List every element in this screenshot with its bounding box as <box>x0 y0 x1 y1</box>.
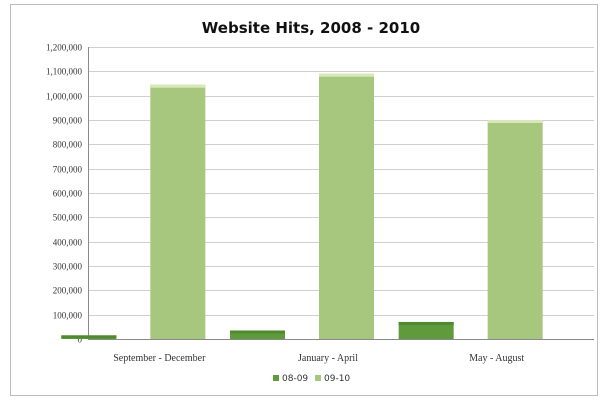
y-tick-label: 1,100,000 <box>46 67 83 77</box>
legend-label: 09-10 <box>324 374 350 384</box>
y-axis-ticks: 0 100,000 200,000 300,000 400,000 500,000 600,… <box>46 43 83 345</box>
y-tick-label: 400,000 <box>53 238 83 248</box>
chart-frame: Website Hits, 2008 - 2010 0 100,000 200,00… <box>10 4 598 396</box>
y-tick-label: 500,000 <box>53 213 83 223</box>
bar-08-09-2 <box>230 330 285 339</box>
bar-09-10-1 <box>150 84 206 339</box>
y-tick-label: 800,000 <box>53 140 83 150</box>
y-tick-label: 1,000,000 <box>46 92 83 102</box>
bar-cap <box>319 73 374 77</box>
legend-label: 08-09 <box>282 374 308 384</box>
bar-cap <box>398 321 454 325</box>
bar-09-10-2 <box>319 73 374 340</box>
bar-cap <box>61 335 117 339</box>
x-tick-label: May - August <box>469 353 524 364</box>
y-tick-label: 600,000 <box>53 189 83 199</box>
chart-title: Website Hits, 2008 - 2010 <box>202 19 420 37</box>
bar-08-09-3 <box>398 321 454 339</box>
chart: Website Hits, 2008 - 2010 0 100,000 200,00… <box>46 19 594 384</box>
x-tick-label: January - April <box>298 353 358 364</box>
legend-swatch <box>315 375 321 381</box>
y-tick-label: 1,200,000 <box>46 43 83 53</box>
y-tick-label: 300,000 <box>53 262 83 272</box>
x-axis-ticks: September - December January - April May -… <box>113 353 524 364</box>
y-tick-label: 100,000 <box>53 311 83 321</box>
bar-cap <box>150 84 206 88</box>
y-tick-label: 900,000 <box>53 116 83 126</box>
bar-cap <box>230 330 285 334</box>
y-tick-label: 0 <box>78 335 83 345</box>
y-tick-label: 700,000 <box>53 165 83 175</box>
x-tick-label: September - December <box>113 353 206 364</box>
bar-cap <box>487 120 543 123</box>
y-tick-label: 200,000 <box>53 286 83 296</box>
bars <box>61 73 543 340</box>
legend: 08-09 09-10 <box>273 374 350 384</box>
bar-09-10-3 <box>487 120 543 339</box>
legend-swatch <box>273 375 279 381</box>
